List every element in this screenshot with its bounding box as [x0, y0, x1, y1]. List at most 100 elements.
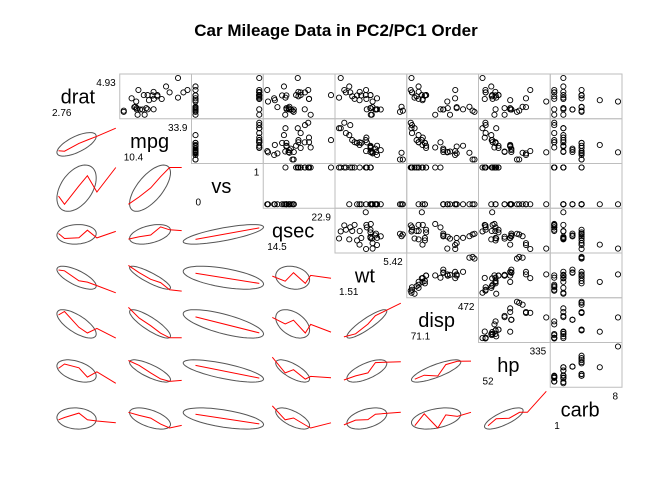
point-drat-wt-24 [374, 106, 381, 113]
point-wt-disp-26 [415, 284, 422, 291]
point-qsec-carb-6 [578, 240, 585, 247]
point-mpg-disp-13 [440, 148, 447, 156]
point-mpg-wt-31 [356, 139, 363, 146]
point-disp-hp-23 [522, 309, 530, 316]
point-hp-carb-13 [569, 363, 576, 370]
point-mpg-disp-19 [407, 119, 414, 126]
point-drat-carb-24 [560, 106, 567, 113]
point-disp-hp-3 [492, 318, 499, 325]
point-vs-hp-1 [492, 201, 499, 208]
point-drat-wt-10 [367, 92, 374, 99]
point-drat-carb-26 [560, 83, 567, 90]
point-disp-hp-4 [507, 308, 514, 316]
point-wt-carb-28 [578, 275, 585, 282]
point-mpg-carb-7 [560, 134, 567, 141]
diag-max-disp: 472 [458, 302, 475, 313]
point-qsec-disp-8 [418, 209, 425, 216]
point-vs-qsec-26 [280, 201, 288, 208]
diag-min-carb: 1 [554, 421, 560, 432]
point-qsec-hp-27 [493, 235, 500, 242]
scatter-panel-mpg-vs [191, 118, 264, 164]
point-qsec-carb-13 [569, 230, 576, 237]
point-wt-hp-22 [501, 272, 508, 279]
point-wt-disp-23 [452, 268, 459, 275]
point-drat-wt-17 [347, 89, 354, 96]
point-drat-disp-15 [469, 107, 476, 114]
ellipse-hp-disp [410, 359, 462, 383]
point-wt-carb-22 [560, 272, 567, 279]
chart-title: Car Mileage Data in PC2/PC1 Order [194, 21, 478, 40]
smoother-qsec-vs [195, 227, 260, 240]
diag-label-vs: vs [211, 176, 231, 198]
point-wt-disp-29 [419, 278, 426, 285]
point-drat-qsec-31 [295, 88, 302, 95]
point-drat-mpg-22 [133, 105, 140, 112]
point-wt-disp-31 [415, 278, 422, 285]
ellipse-wt-drat [56, 265, 97, 290]
point-wt-disp-24 [459, 268, 467, 275]
point-vs-disp-29 [419, 201, 426, 208]
point-hp-carb-29 [596, 364, 603, 371]
point-disp-hp-5 [491, 321, 498, 328]
point-qsec-disp-29 [419, 241, 426, 248]
point-wt-disp-19 [407, 287, 414, 294]
point-vs-hp-16 [519, 201, 526, 208]
point-drat-disp-3 [437, 106, 444, 113]
diag-min-hp: 52 [483, 376, 495, 387]
point-wt-disp-28 [452, 275, 459, 282]
smoother-qsec-drat [58, 229, 116, 240]
point-qsec-hp-2 [488, 227, 495, 235]
point-vs-wt-27 [335, 164, 343, 171]
point-drat-disp-27 [411, 94, 418, 101]
point-mpg-carb-30 [614, 149, 622, 156]
point-mpg-carb-12 [569, 145, 576, 152]
point-mpg-wt-30 [369, 149, 376, 156]
point-vs-qsec-22 [285, 201, 292, 208]
point-qsec-carb-23 [578, 241, 585, 249]
point-mpg-carb-29 [596, 141, 603, 149]
point-disp-carb-13 [569, 316, 576, 323]
point-drat-wt-22 [367, 105, 374, 112]
point-mpg-qsec-24 [283, 142, 290, 149]
point-wt-carb-24 [560, 268, 567, 275]
point-mpg-hp-26 [488, 132, 495, 139]
point-drat-carb-23 [578, 95, 585, 102]
point-drat-carb-27 [560, 94, 567, 101]
point-disp-carb-22 [560, 314, 567, 321]
point-drat-disp-18 [408, 74, 415, 82]
smoother-disp-mpg [128, 307, 182, 339]
point-mpg-disp-16 [466, 149, 473, 156]
smoother-wt-drat [58, 269, 116, 294]
point-vs-disp-15 [469, 201, 476, 208]
point-drat-hp-20 [489, 95, 496, 102]
point-wt-carb-17 [551, 284, 558, 291]
point-mpg-carb-22 [560, 148, 567, 156]
point-vs-disp-16 [466, 201, 473, 208]
point-drat-vs-23 [192, 95, 199, 102]
point-mpg-hp-30 [543, 149, 550, 156]
scatter-panel-mpg-wt [334, 118, 408, 164]
point-vs-wt-25 [342, 164, 349, 171]
point-vs-carb-30 [614, 201, 622, 208]
point-vs-wt-31 [356, 164, 363, 171]
point-drat-disp-10 [423, 92, 430, 99]
point-vs-carb-29 [596, 201, 603, 208]
point-qsec-wt-7 [363, 221, 370, 228]
point-mpg-hp-31 [492, 139, 499, 146]
point-wt-carb-11 [569, 266, 576, 273]
point-mpg-qsec-28 [264, 148, 271, 155]
point-mpg-disp-5 [432, 144, 439, 151]
point-mpg-hp-13 [508, 148, 515, 156]
point-qsec-hp-23 [522, 241, 530, 249]
point-drat-qsec-25 [297, 89, 304, 96]
point-mpg-hp-23 [522, 151, 530, 159]
point-wt-hp-7 [481, 274, 488, 282]
point-drat-hp-22 [501, 105, 508, 112]
point-wt-disp-20 [415, 281, 422, 288]
point-drat-mpg-21 [134, 111, 141, 118]
point-qsec-wt-25 [342, 226, 349, 233]
point-disp-hp-7 [481, 328, 488, 335]
point-drat-wt-3 [363, 106, 370, 113]
point-drat-wt-23 [373, 95, 381, 102]
point-disp-hp-16 [519, 301, 526, 308]
